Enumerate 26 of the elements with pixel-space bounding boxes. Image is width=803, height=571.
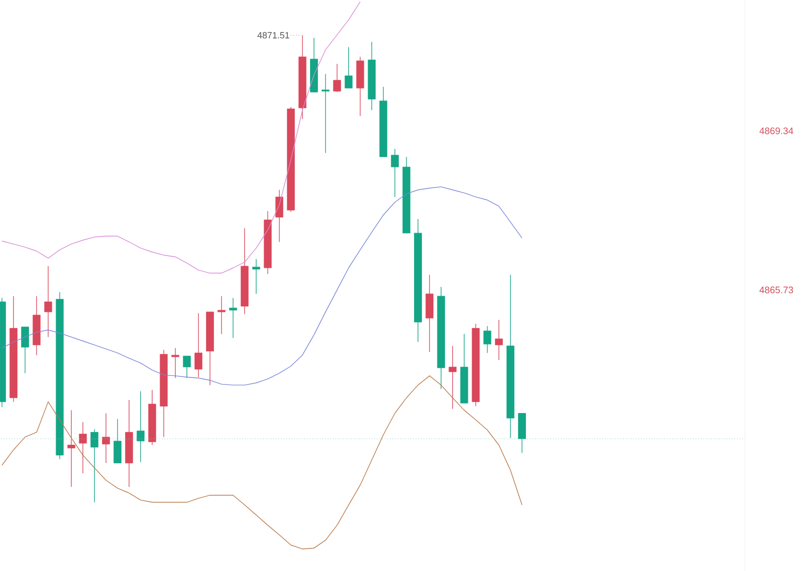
candlestick [229,297,237,338]
candlestick [90,428,98,503]
candlestick [136,390,145,463]
line-series [2,1,361,274]
candlestick [171,348,180,378]
candlestick [194,312,202,378]
candlestick [322,74,330,154]
candlestick [344,46,353,88]
annotation: 4871.51 [257,32,290,38]
candlestick [252,258,260,294]
y-tick-label: 4865.73 [760,286,794,294]
candlestick [333,64,341,92]
y-tick-label: 4869.34 [760,128,794,134]
candlestick [21,326,29,374]
candlestick [494,320,503,360]
candlestick [448,346,457,410]
candlestick [218,296,226,334]
candlestick [275,190,284,242]
candlestick [483,326,492,354]
candlestick [78,422,87,474]
candlestick [102,412,110,464]
candlestick [390,148,399,198]
candlestick [182,356,191,378]
candlestick [114,418,122,464]
candlestick [44,266,52,338]
candlestick [67,410,76,488]
